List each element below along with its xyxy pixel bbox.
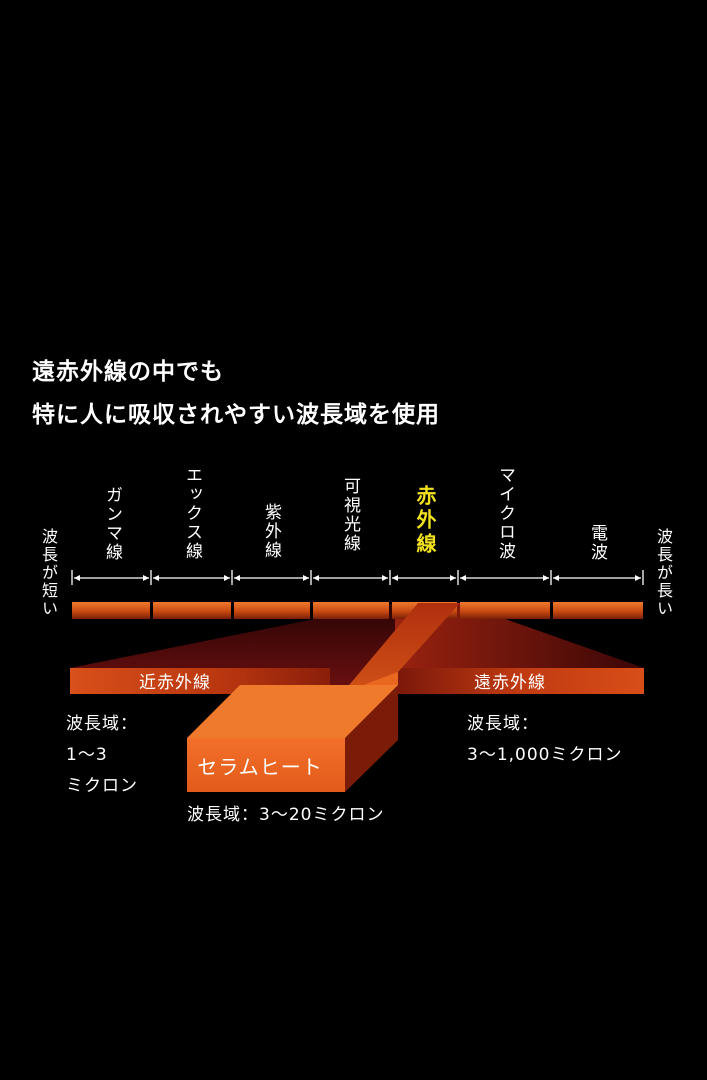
ceramheat-label: セラムヒート xyxy=(197,755,322,779)
band-label-microwave: マイクロ波 xyxy=(495,466,515,561)
far-ir-bar xyxy=(396,668,644,694)
short-wavelength-label: 波長が短い xyxy=(39,528,58,618)
band-label-infrared: 赤外線 xyxy=(413,485,437,557)
near-ir-range-label: 波長域： xyxy=(66,714,138,734)
scale-arrows xyxy=(71,570,644,585)
near-ir-label: 近赤外線 xyxy=(139,673,211,693)
far-ir-range: 波長域： 3〜1,000ミクロン xyxy=(467,709,622,771)
near-ir-range-value: 1〜3 xyxy=(66,745,108,765)
band-label-visible: 可視光線 xyxy=(340,477,360,553)
headline-line-1: 遠赤外線の中でも xyxy=(32,359,224,385)
near-ir-range-unit: ミクロン xyxy=(66,776,138,796)
ceramheat-box-front xyxy=(187,738,345,792)
band-label-gamma: ガンマ線 xyxy=(102,486,122,562)
ceramheat-range: 波長域：3〜20ミクロン xyxy=(187,805,385,825)
band-label-uv: 紫外線 xyxy=(261,503,281,560)
far-ir-label: 遠赤外線 xyxy=(474,673,546,693)
near-ir-range: 波長域： 1〜3 ミクロン xyxy=(66,709,138,802)
scale-bar xyxy=(72,602,643,619)
far-ir-range-label: 波長域： xyxy=(467,714,539,734)
headline-line-2: 特に人に吸収されやすい波長域を使用 xyxy=(32,402,440,428)
ceramheat-box-side xyxy=(345,685,398,792)
band-label-radio: 電波 xyxy=(587,524,607,562)
band-label-xray: エックス線 xyxy=(182,466,202,561)
far-ir-range-value: 3〜1,000ミクロン xyxy=(467,745,623,765)
ceramheat-box-top xyxy=(187,685,398,738)
long-wavelength-label: 波長が長い xyxy=(654,528,673,618)
